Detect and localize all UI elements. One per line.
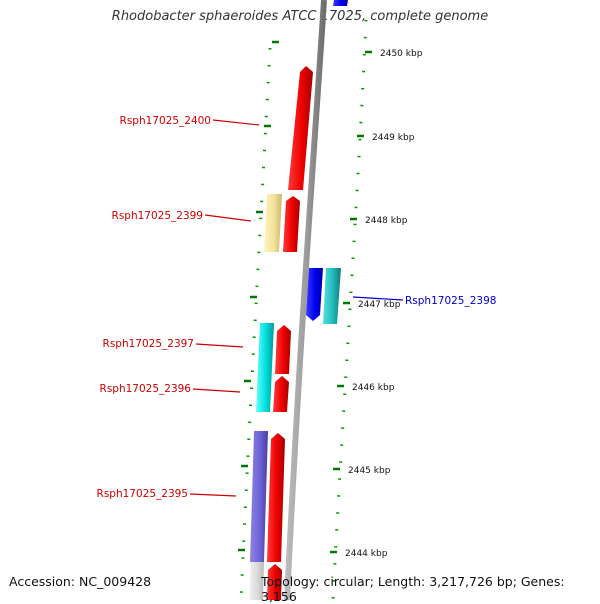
tick-label: 2450 kbp [380, 49, 423, 59]
purple-gene [250, 431, 268, 562]
leader-line-2398 [352, 296, 404, 301]
gene-rsph17025-2400 [288, 66, 313, 190]
gene-rsph17025-2395 [267, 433, 285, 562]
tick-label: 2449 kbp [372, 133, 415, 143]
map-title: Rhodobacter sphaeroides ATCC 17025, comp… [111, 9, 489, 24]
gene-label-rsph17025-2396[interactable]: Rsph17025_2396 [100, 383, 192, 395]
gene-label-rsph17025-2398[interactable]: Rsph17025_2398 [405, 295, 496, 307]
leader-line-2400 [212, 119, 260, 126]
gene-rsph17025-2399 [283, 196, 300, 252]
gene-label-rsph17025-2399[interactable]: Rsph17025_2399 [112, 210, 203, 222]
leader-line-2395 [189, 493, 237, 497]
accession-text: Accession: NC_009428 [9, 574, 152, 589]
inner-major-ticks [238, 40, 279, 552]
top-blue-gene [333, 0, 348, 6]
leader-line-2399 [204, 214, 252, 222]
position-ticks: 2450 kbp 2449 kbp 2448 kbp 2447 kbp 2446 kbp… [330, 49, 423, 559]
gene-rsph17025-2396 [273, 376, 289, 412]
gene-rsph17025-2398-teal [323, 268, 341, 324]
gene-label-rsph17025-2395[interactable]: Rsph17025_2395 [97, 488, 188, 500]
leader-line-2396 [192, 388, 241, 393]
leader-line-2397 [195, 343, 244, 348]
gene-label-rsph17025-2397[interactable]: Rsph17025_2397 [103, 338, 194, 350]
tick-label: 2446 kbp [352, 383, 395, 393]
bottom-red-gene [267, 564, 282, 600]
gene-rsph17025-2398-blue [306, 268, 323, 321]
cyan-gene [256, 323, 274, 412]
yellow-gene [264, 194, 282, 252]
genome-backbone [284, 0, 327, 600]
outer-tick-track [331, 19, 368, 600]
gene-leader-lines [189, 119, 404, 497]
gene-rsph17025-2397 [275, 325, 291, 374]
tick-label: 2445 kbp [348, 466, 391, 476]
tick-label: 2448 kbp [365, 216, 408, 226]
lower-grey-band [249, 560, 264, 600]
gene-labels: Rsph17025_2400 Rsph17025_2399 Rsph17025_23… [97, 115, 497, 500]
tick-label: 2444 kbp [345, 549, 388, 559]
tick-label: 2447 kbp [358, 300, 401, 310]
gene-label-rsph17025-2400[interactable]: Rsph17025_2400 [120, 115, 211, 127]
